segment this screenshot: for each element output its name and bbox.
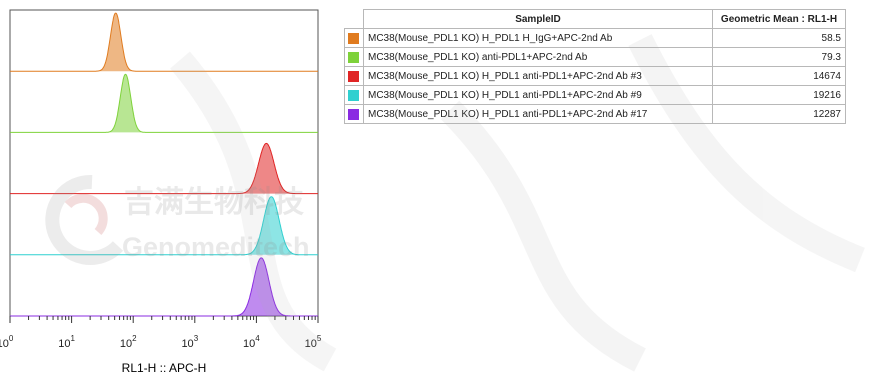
histogram-series bbox=[10, 142, 318, 195]
tick-label: 105 bbox=[305, 334, 322, 350]
sample-name-cell: MC38(Mouse_PDL1 KO) H_PDL1 anti-PDL1+APC… bbox=[363, 66, 713, 86]
legend-swatch bbox=[348, 70, 359, 82]
histogram-line bbox=[10, 142, 318, 195]
swatch-header bbox=[344, 9, 364, 29]
sample-table: SampleID Geometric Mean : RL1-H MC38(Mou… bbox=[344, 9, 846, 124]
tick-label: 100 bbox=[0, 334, 14, 350]
tick-label: 103 bbox=[181, 334, 198, 350]
table-row: MC38(Mouse_PDL1 KO) H_PDL1 anti-PDL1+APC… bbox=[344, 104, 846, 124]
sample-name-cell: MC38(Mouse_PDL1 KO) H_PDL1 H_IgG+APC-2nd… bbox=[363, 28, 713, 48]
sample-name-cell: MC38(Mouse_PDL1 KO) H_PDL1 anti-PDL1+APC… bbox=[363, 85, 713, 105]
tick-label: 102 bbox=[120, 334, 137, 350]
histogram-series bbox=[10, 73, 318, 133]
watermark-stroke bbox=[440, 100, 646, 372]
histogram-line bbox=[10, 196, 318, 256]
table-row: MC38(Mouse_PDL1 KO) H_PDL1 H_IgG+APC-2nd… bbox=[344, 28, 846, 48]
table-row: MC38(Mouse_PDL1 KO) H_PDL1 anti-PDL1+APC… bbox=[344, 85, 846, 105]
geometric-mean-cell: 19216 bbox=[712, 85, 846, 105]
histogram-chart: 100 101 102 103 104 105 RL1-H :: APC-H bbox=[0, 9, 322, 375]
histogram-series bbox=[10, 257, 318, 317]
histogram-fill bbox=[10, 257, 318, 316]
x-axis: 100 101 102 103 104 105 bbox=[0, 316, 322, 350]
geometric-mean-cell: 79.3 bbox=[712, 47, 846, 67]
geometric-mean-cell: 12287 bbox=[712, 104, 846, 124]
swatch-cell bbox=[344, 85, 364, 105]
swatch-cell bbox=[344, 104, 364, 124]
histogram-line bbox=[10, 73, 318, 133]
histogram-fill bbox=[10, 196, 318, 255]
geometric-mean-cell: 14674 bbox=[712, 66, 846, 86]
geometric-mean-cell: 58.5 bbox=[712, 28, 846, 48]
swatch-cell bbox=[344, 28, 364, 48]
swatch-cell bbox=[344, 47, 364, 67]
histogram-series bbox=[10, 12, 318, 72]
table-row: MC38(Mouse_PDL1 KO) H_PDL1 anti-PDL1+APC… bbox=[344, 66, 846, 86]
legend-swatch bbox=[348, 32, 359, 44]
x-axis-label: RL1-H :: APC-H bbox=[122, 361, 207, 375]
histogram-line bbox=[10, 257, 318, 317]
legend-swatch bbox=[348, 89, 359, 101]
tick-label: 101 bbox=[58, 334, 75, 350]
legend-swatch bbox=[348, 51, 359, 63]
geometric-mean-header: Geometric Mean : RL1-H bbox=[712, 9, 846, 29]
sample-name-cell: MC38(Mouse_PDL1 KO) H_PDL1 anti-PDL1+APC… bbox=[363, 104, 713, 124]
histogram-line bbox=[10, 12, 318, 72]
table-row: MC38(Mouse_PDL1 KO) anti-PDL1+APC-2nd Ab… bbox=[344, 47, 846, 67]
histogram-series bbox=[10, 196, 318, 256]
table-header-row: SampleID Geometric Mean : RL1-H bbox=[344, 9, 846, 29]
sample-name-cell: MC38(Mouse_PDL1 KO) anti-PDL1+APC-2nd Ab bbox=[363, 47, 713, 67]
sample-id-header: SampleID bbox=[363, 9, 713, 29]
swatch-cell bbox=[344, 66, 364, 86]
histogram-lanes bbox=[10, 12, 318, 317]
tick-label: 104 bbox=[243, 334, 260, 350]
legend-swatch bbox=[348, 108, 359, 120]
